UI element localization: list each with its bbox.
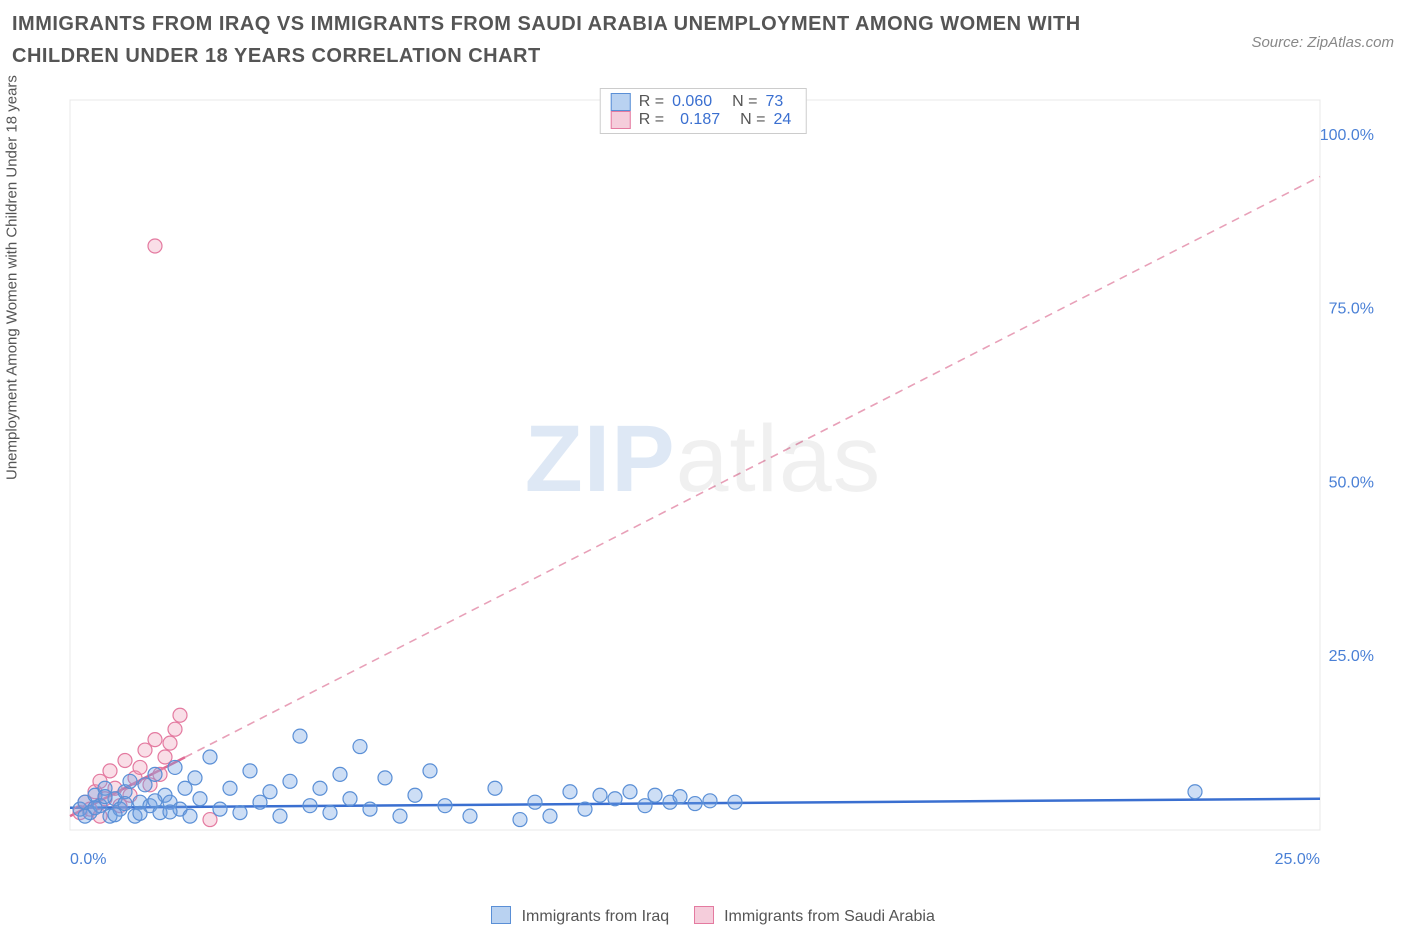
legend-swatch-iraq	[491, 906, 511, 924]
legend-swatch-iraq	[611, 93, 631, 111]
n-label: N =	[740, 111, 765, 129]
y-axis-label: Unemployment Among Women with Children U…	[4, 75, 21, 480]
legend-label-saudi: Immigrants from Saudi Arabia	[724, 908, 935, 925]
svg-text:50.0%: 50.0%	[1329, 474, 1374, 491]
scatter-plot: 25.0% 50.0% 75.0% 100.0% 0.0% 25.0%	[60, 90, 1380, 870]
legend-swatch-saudi	[611, 111, 631, 129]
r-value-saudi: 0.187	[680, 111, 720, 129]
svg-text:25.0%: 25.0%	[1275, 851, 1320, 868]
r-value-iraq: 0.060	[672, 93, 712, 111]
svg-text:75.0%: 75.0%	[1329, 301, 1374, 318]
n-value-saudi: 24	[773, 111, 791, 129]
svg-text:100.0%: 100.0%	[1320, 127, 1374, 144]
source-label: Source: ZipAtlas.com	[1251, 34, 1394, 51]
page-title: IMMIGRANTS FROM IRAQ VS IMMIGRANTS FROM …	[12, 8, 1142, 72]
n-label: N =	[732, 93, 757, 111]
r-label: R =	[639, 93, 664, 111]
stats-legend: R = 0.060 N = 73 R = 0.187 N = 24	[600, 88, 807, 134]
svg-text:25.0%: 25.0%	[1329, 648, 1374, 665]
n-value-iraq: 73	[765, 93, 783, 111]
legend-swatch-saudi	[694, 906, 714, 924]
legend-label-iraq: Immigrants from Iraq	[522, 908, 670, 925]
series-legend: Immigrants from Iraq Immigrants from Sau…	[0, 906, 1406, 926]
r-label: R =	[639, 111, 664, 129]
svg-text:0.0%: 0.0%	[70, 851, 106, 868]
